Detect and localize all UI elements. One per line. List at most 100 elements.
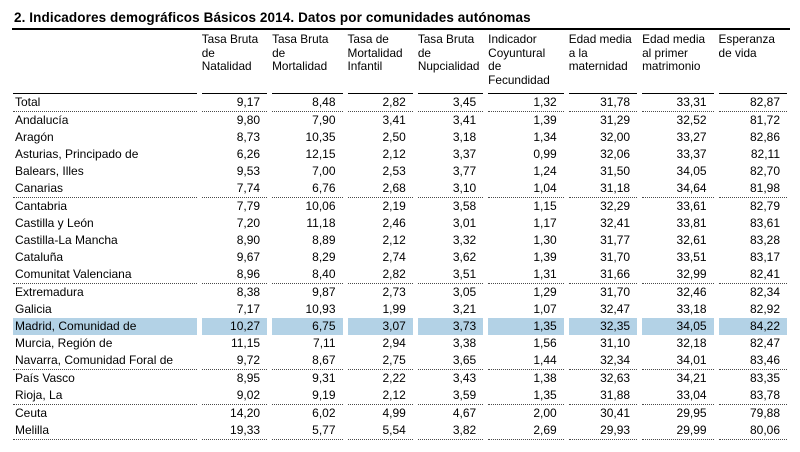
table-row: Cataluña 9,67 8,29 2,74 3,62 1,39 31,70 33,51 83… (13, 249, 787, 266)
value-cell: 3,58 (452, 199, 477, 213)
value-cell: 83,35 (749, 371, 780, 385)
value-cell: 32,46 (676, 285, 707, 299)
value-cell: 0,99 (533, 147, 557, 161)
value-cell: 83,46 (718, 352, 787, 370)
table-row-highlighted: Madrid, Comunidad de 10,27 6,75 3,07 3,73 1,3… (13, 318, 787, 335)
value-cell: 9,72 (201, 352, 268, 370)
value-cell: 31,66 (568, 266, 638, 284)
value-cell: 83,28 (749, 233, 780, 247)
value-cell: 81,98 (718, 180, 787, 198)
value-cell: 82,70 (749, 164, 780, 178)
value-cell: 32,06 (600, 147, 631, 161)
value-cell: 82,87 (718, 94, 787, 112)
value-cell: 32,99 (642, 266, 714, 284)
value-cell: 11,15 (230, 336, 261, 350)
value-cell: 2,00 (533, 406, 557, 420)
value-cell: 1,35 (488, 318, 564, 335)
column-header: Tasa Bruta de Nupcialidad (417, 30, 484, 94)
value-cell: 10,93 (305, 302, 336, 316)
value-cell: 9,53 (236, 164, 261, 178)
value-cell: 3,77 (452, 164, 477, 178)
value-cell: 3,73 (417, 318, 484, 335)
column-header: Edad media al primer matrimonio (642, 30, 714, 94)
value-cell: 34,05 (676, 164, 707, 178)
value-cell: 2,68 (347, 180, 413, 198)
value-cell: 31,70 (600, 250, 631, 264)
value-cell: 2,22 (382, 371, 406, 385)
value-cell: 8,96 (201, 266, 268, 284)
value-cell: 79,88 (749, 406, 780, 420)
document-page: 2. Indicadores demográficos Básicos 2014… (8, 10, 792, 440)
value-cell: 19,33 (201, 422, 268, 440)
row-label: Galicia (15, 302, 52, 316)
row-label: Madrid, Comunidad de (13, 318, 197, 335)
value-cell: 6,75 (272, 318, 343, 335)
value-cell: 81,72 (749, 113, 780, 127)
value-cell: 33,51 (676, 250, 707, 264)
value-cell: 33,04 (642, 387, 714, 405)
value-cell: 3,05 (452, 285, 477, 299)
value-cell: 9,19 (272, 387, 343, 405)
table-row: Aragón 8,73 10,35 2,50 3,18 1,34 32,00 33,27 82,… (13, 129, 787, 146)
value-cell: 33,61 (676, 199, 707, 213)
value-cell: 9,80 (236, 113, 261, 127)
value-cell: 31,88 (568, 387, 638, 405)
value-cell: 8,40 (272, 266, 343, 284)
value-cell: 8,67 (272, 352, 343, 370)
demographic-indicators-table: Tasa Bruta de Natalidad Tasa Bruta de Mor… (8, 30, 792, 440)
row-label: Aragón (15, 130, 54, 144)
value-cell: 3,01 (452, 216, 477, 230)
value-cell: 31,70 (600, 285, 631, 299)
value-cell: 3,10 (417, 180, 484, 198)
value-cell: 10,35 (305, 130, 336, 144)
table-row: Extremadura 8,38 9,87 2,73 3,05 1,29 31,70 32,4… (13, 284, 787, 301)
value-cell: 33,81 (676, 216, 707, 230)
value-cell: 3,21 (452, 302, 477, 316)
value-cell: 7,00 (312, 164, 336, 178)
value-cell: 83,61 (749, 216, 780, 230)
value-cell: 3,07 (347, 318, 413, 335)
value-cell: 82,11 (750, 147, 780, 161)
value-cell: 8,29 (312, 250, 336, 264)
value-cell: 2,75 (347, 352, 413, 370)
value-cell: 8,90 (236, 233, 261, 247)
row-label: Ceuta (15, 406, 48, 420)
row-label: Balears, Illes (15, 164, 84, 178)
value-cell: 12,15 (305, 147, 336, 161)
table-row: País Vasco 8,95 9,31 2,22 3,43 1,38 32,63 34,21… (13, 370, 787, 387)
value-cell: 32,35 (568, 318, 638, 335)
value-cell: 2,73 (382, 285, 406, 299)
table-row: Castilla-La Mancha 8,90 8,89 2,12 3,32 1,30 31… (13, 232, 787, 249)
value-cell: 3,32 (452, 233, 477, 247)
table-row: Melilla 19,33 5,77 5,54 3,82 2,69 29,93 29,99 80… (13, 422, 787, 440)
value-cell: 9,17 (201, 94, 268, 112)
value-cell: 1,39 (533, 250, 557, 264)
column-header: Tasa Bruta de Mortalidad (272, 30, 343, 94)
value-cell: 1,07 (533, 302, 557, 316)
table-row: Ceuta 14,20 6,02 4,99 4,67 2,00 30,41 29,95 79,8… (13, 405, 787, 422)
value-cell: 82,92 (749, 302, 780, 316)
value-cell: 8,48 (272, 94, 343, 112)
value-cell: 10,27 (201, 318, 268, 335)
value-cell: 14,20 (230, 406, 261, 420)
row-label: Navarra, Comunidad Foral de (13, 352, 197, 370)
value-cell: 31,18 (568, 180, 638, 198)
value-cell: 33,27 (676, 130, 707, 144)
row-label: Murcia, Región de (15, 336, 113, 350)
value-cell: 2,74 (382, 250, 406, 264)
value-cell: 1,35 (488, 387, 564, 405)
value-cell: 9,67 (236, 250, 261, 264)
table-row: Andalucía 9,80 7,90 3,41 3,41 1,39 31,29 32,52 8… (13, 112, 787, 129)
value-cell: 6,76 (272, 180, 343, 198)
value-cell: 33,18 (676, 302, 707, 316)
value-cell: 31,29 (600, 113, 631, 127)
value-cell: 1,15 (533, 199, 557, 213)
value-cell: 32,61 (676, 233, 707, 247)
value-cell: 82,47 (749, 336, 780, 350)
value-cell: 32,18 (676, 336, 707, 350)
value-cell: 29,99 (642, 422, 714, 440)
value-cell: 2,69 (488, 422, 564, 440)
value-cell: 3,62 (452, 250, 477, 264)
value-cell: 2,12 (347, 387, 413, 405)
value-cell: 32,47 (600, 302, 631, 316)
